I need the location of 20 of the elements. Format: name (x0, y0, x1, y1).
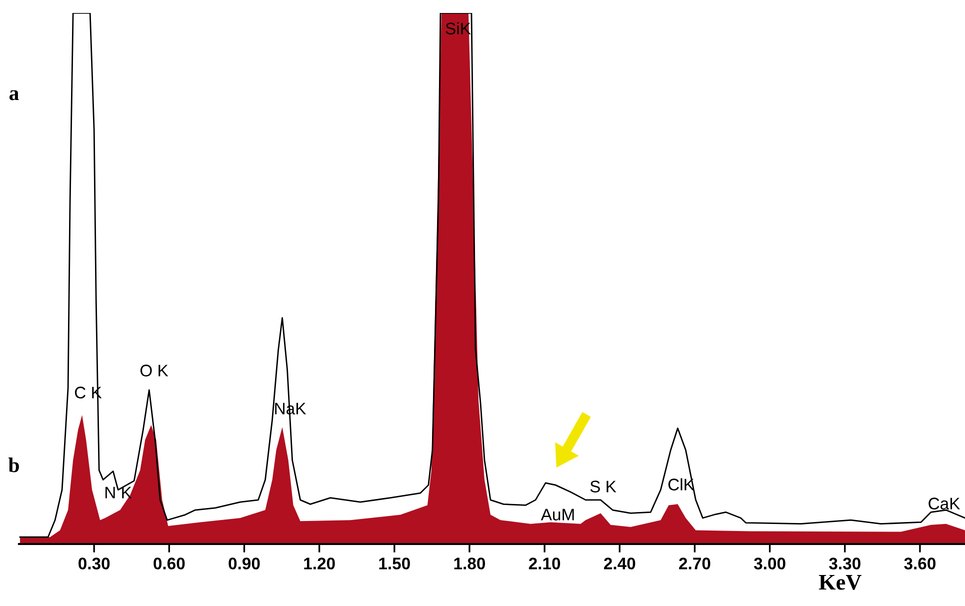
annotation: S K (590, 480, 616, 492)
x-tick-label: 1.80 (454, 558, 486, 570)
x-tick-label: 2.40 (604, 558, 636, 570)
x-tick-label: 3.30 (829, 558, 860, 570)
x-tick-label: 3.60 (904, 558, 936, 570)
x-tick-label: 2.10 (528, 558, 560, 570)
annotation: CaK (928, 498, 960, 510)
x-tick-label: 0.60 (154, 558, 185, 570)
x-axis-title: KeV (818, 574, 862, 590)
x-tick-label: 0.30 (78, 558, 110, 570)
x-tick-label: 1.50 (379, 558, 410, 570)
x-tick-label: 1.20 (304, 558, 335, 570)
x-tick-label: 0.90 (228, 558, 260, 570)
annotation: AuM (540, 508, 574, 520)
text: b (8, 458, 19, 472)
x-tick-label: 2.70 (679, 558, 710, 570)
annotation: N K (105, 486, 132, 498)
text: a (9, 90, 19, 100)
x-tick-label: 3.00 (754, 558, 786, 570)
annotation: O K (140, 364, 168, 376)
